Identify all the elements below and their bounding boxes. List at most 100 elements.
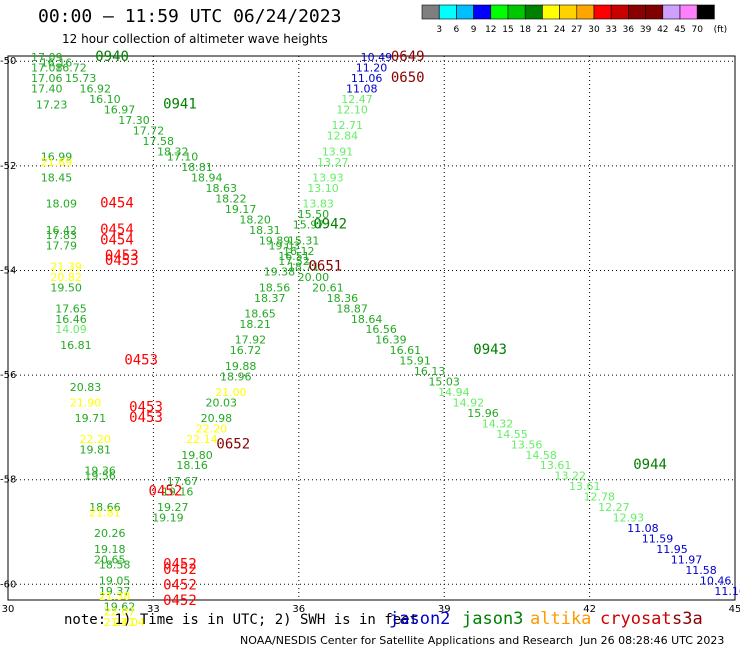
wave-height-point: 13.56 [511,438,543,451]
wave-height-point: 17.30 [118,114,150,127]
pass-time-label: 0452 [163,578,197,594]
wave-height-point: 17.40 [31,83,63,96]
wave-height-point: 19.89 [259,234,291,247]
wave-height-point: 19.81 [79,444,111,457]
wave-height-point: 19.16 [162,485,194,498]
satellite-label-altika: altika [530,609,592,629]
wave-height-point: 14.94 [438,386,470,399]
wave-height-point: 11.06 [351,72,383,85]
wave-height-point: 17.92 [235,334,267,347]
wave-height-point: 15.73 [65,72,97,85]
wave-height-point: 19.50 [50,281,82,294]
wave-height-point: 16.16 [41,56,73,69]
wave-height-point: 19.05 [99,574,131,587]
wave-height-point: 17.79 [46,240,78,253]
y-tick-label: -54 [0,265,16,276]
wave-height-point: 11.16 [714,585,740,598]
wave-height-point: 14.09 [55,323,87,336]
wave-height-point: 18.16 [176,459,208,472]
wave-height-point: 16.10 [89,93,121,106]
wave-height-point: 17.09 [31,51,63,64]
wave-height-point: 20.83 [70,381,102,394]
wave-height-point: 19.56 [84,470,116,483]
wave-height-point: 19.37 [99,585,131,598]
scale-label: 21 [537,25,548,35]
wave-height-point: 13.61 [540,459,572,472]
wave-height-point: 12.10 [336,104,368,117]
wave-height-point: 11.97 [671,553,703,566]
scale-label: 6 [454,25,460,35]
wave-height-point: 11.95 [656,543,688,556]
footer-credit: NOAA/NESDIS Center for Satellite Applica… [240,634,574,647]
wave-height-point: 16.51 [278,250,310,263]
wave-height-point: 13.83 [302,198,334,211]
pass-time-label: 0453 [105,248,139,264]
wave-height-point: 15.97 [293,219,325,232]
wave-height-point: 13.27 [317,156,349,169]
wave-height-point: 11.08 [346,83,378,96]
wave-height-point: 12.93 [613,512,645,525]
wave-height-point: 18.20 [239,213,271,226]
satellite-label-cryosat: cryosat [600,609,672,629]
y-tick-label: -58 [0,475,16,486]
pass-time-label: 0651 [308,258,342,274]
wave-height-point: 20.00 [298,271,330,284]
wave-height-point: 17.06 [31,72,63,85]
wave-height-point: 18.22 [215,192,247,205]
wave-height-point: 17.67 [167,475,199,488]
scale-label: 9 [471,25,477,35]
wave-height-point: 19.03 [269,240,301,253]
wave-height-point: 15.91 [399,355,431,368]
y-tick-label: -60 [0,579,16,590]
wave-height-point: 19.62 [104,600,136,613]
wave-height-point: 18.81 [181,161,213,174]
pass-time-label: 0452 [163,593,197,609]
scale-label: 18 [519,25,531,35]
scale-swatch [696,4,715,20]
wave-height-point: 18.87 [336,302,368,315]
pass-time-label: 0650 [391,70,425,86]
scale-label: 45 [674,25,685,35]
wave-height-point: 21.00 [215,386,247,399]
pass-time-label: 0452 [149,483,183,499]
wave-height-point: 11.58 [685,564,717,577]
scale-label: 30 [588,25,600,35]
pass-time-label: 0453 [129,410,163,426]
wave-height-point: 20.61 [312,281,344,294]
wave-height-point: 10.46 [700,574,732,587]
wave-height-point: 16.97 [104,104,136,117]
pass-time-label: 0652 [216,436,250,452]
wave-height-point: 21.69 [41,156,73,169]
pass-time-label: 0943 [473,342,507,358]
chart-title: 00:00 – 11:59 UTC 06/24/2023 [38,6,342,27]
wave-height-point: 17.72 [133,124,165,137]
wave-height-point: 12.78 [584,491,616,504]
wave-height-point: 16.61 [390,344,422,357]
wave-height-point: 14.92 [453,396,485,409]
wave-height-point: 11.59 [642,532,674,545]
wave-height-point: 16.13 [414,365,446,378]
scale-label: 39 [640,25,652,35]
wave-height-point: 18.21 [239,318,271,331]
wave-height-point: 10.49 [361,51,393,64]
x-tick-label: 42 [583,604,596,615]
wave-height-point: 21.81 [89,506,121,519]
wave-height-point: 22.14 [186,433,218,446]
scale-label: 27 [571,25,582,35]
wave-height-point: 16.39 [375,334,407,347]
wave-height-point: 13.10 [307,182,339,195]
scale-label: 42 [657,25,668,35]
footer-note: note: 1) Time is in UTC; 2) SWH is in fe… [64,612,419,628]
plot-frame [7,55,736,601]
y-tick-label: -56 [0,370,16,381]
wave-height-point: 19.19 [152,512,184,525]
wave-height-point: 15.50 [298,208,330,221]
wave-height-point: 18.09 [46,198,78,211]
wave-height-point: 21.38 [99,590,131,603]
wave-height-point: 20.26 [94,527,126,540]
pass-time-label: 0942 [313,217,347,233]
wave-height-point: 18.36 [327,292,359,305]
scale-label: 33 [605,25,616,35]
wave-height-point: 19.27 [157,501,189,514]
wave-height-point: 18.31 [249,224,281,237]
